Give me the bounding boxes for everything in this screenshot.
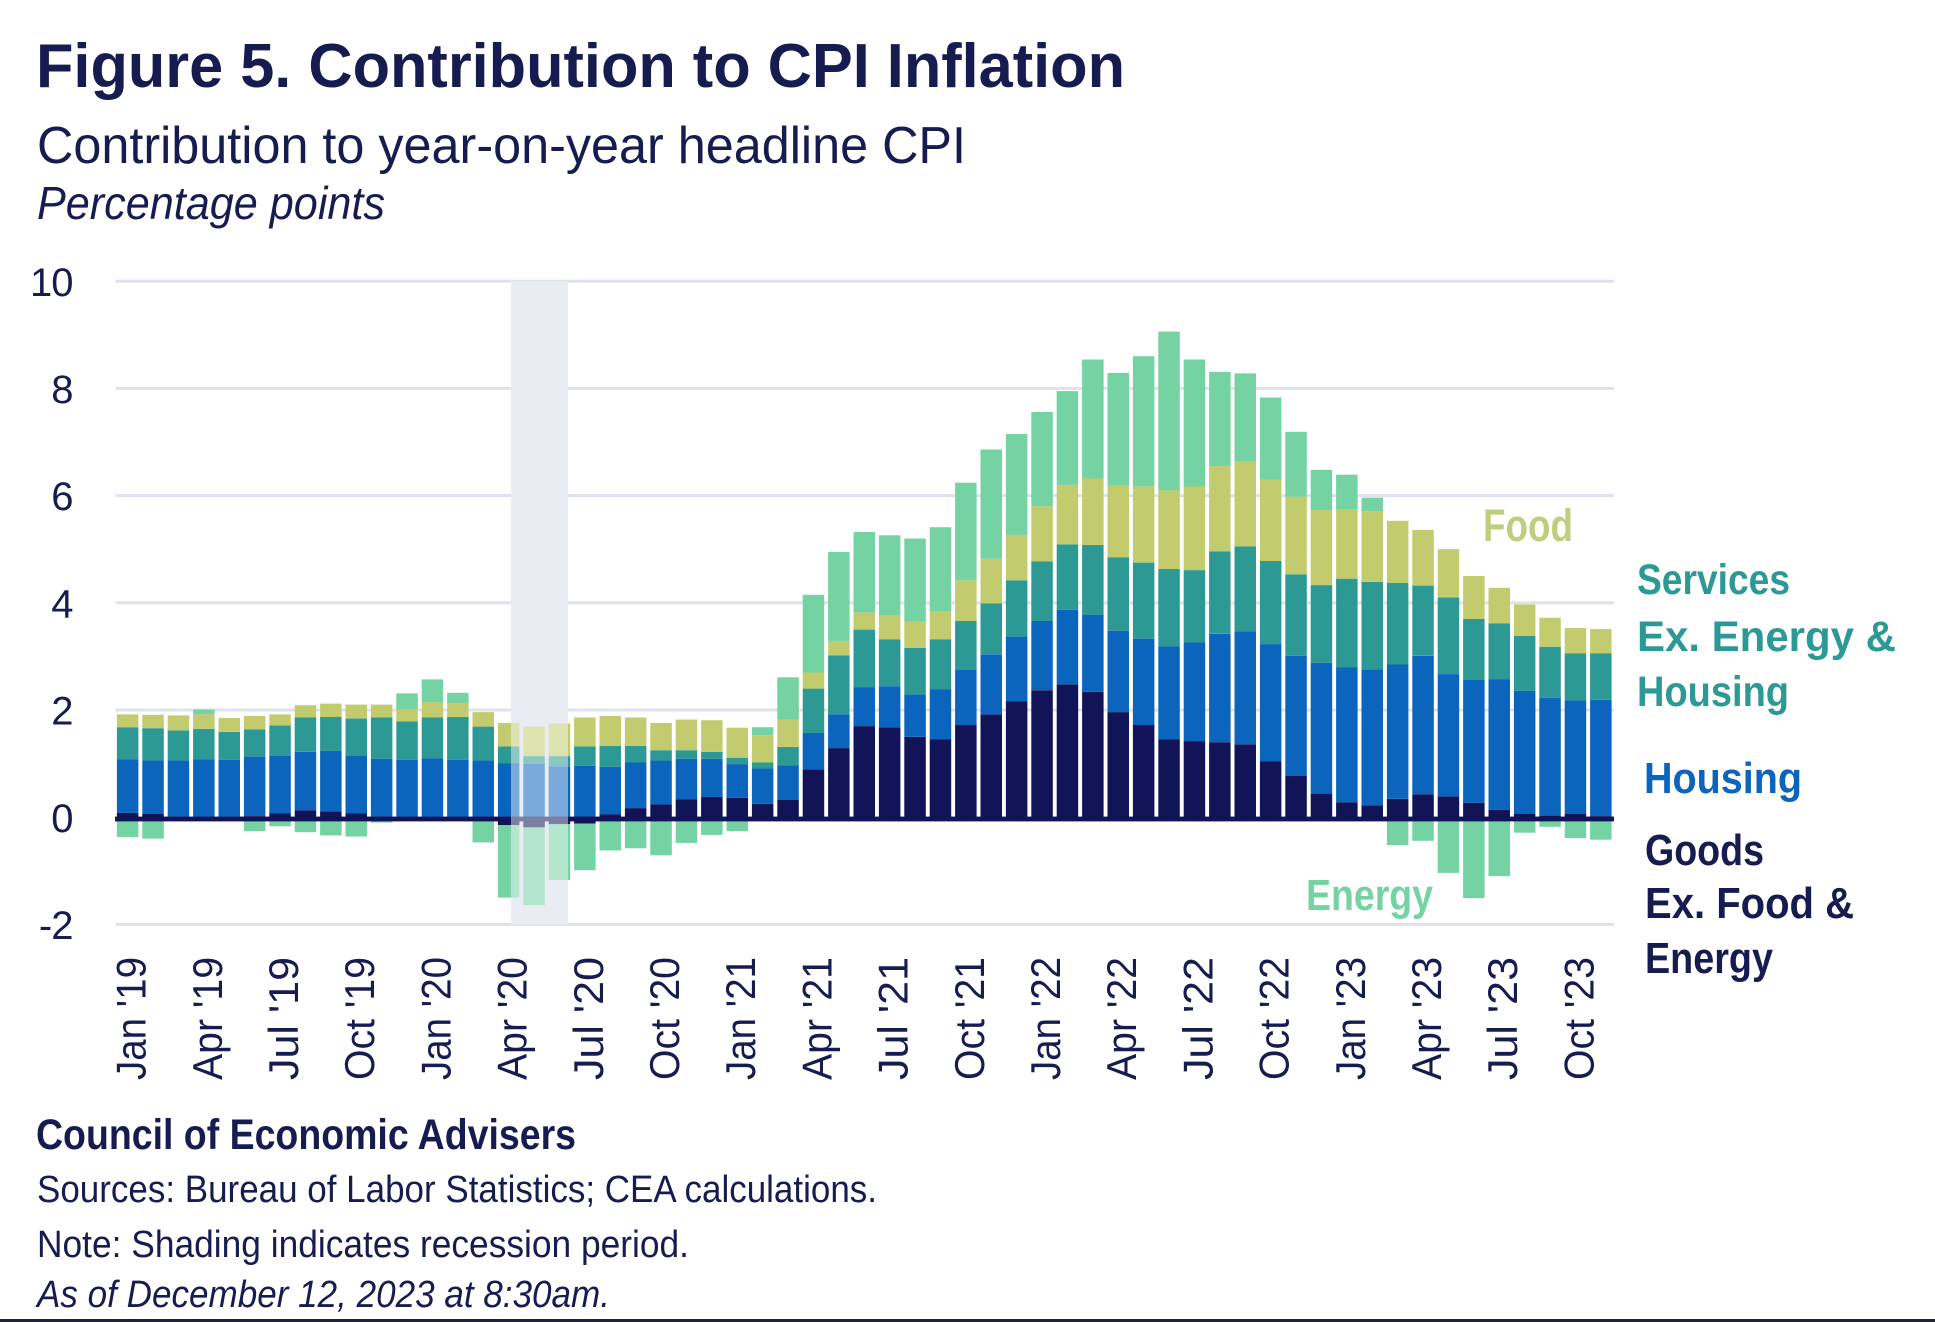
svg-text:Jan '21: Jan '21	[717, 957, 764, 1080]
svg-text:Jan '22: Jan '22	[1022, 957, 1069, 1080]
svg-text:Apr '22: Apr '22	[1098, 957, 1145, 1080]
svg-text:Food: Food	[1483, 500, 1573, 551]
svg-text:Apr '21: Apr '21	[793, 957, 840, 1080]
svg-text:Figure 5. Contribution to CPI: Figure 5. Contribution to CPI Inflation	[36, 32, 1125, 101]
svg-text:Jul '23: Jul '23	[1479, 957, 1526, 1080]
svg-text:Jan '19: Jan '19	[108, 957, 155, 1080]
svg-text:Energy: Energy	[1306, 871, 1433, 920]
svg-text:Oct '21: Oct '21	[946, 957, 993, 1080]
svg-text:Note: Shading indicates recess: Note: Shading indicates recession period…	[37, 1224, 689, 1266]
svg-text:Apr '19: Apr '19	[184, 957, 231, 1080]
svg-text:Apr '23: Apr '23	[1403, 957, 1450, 1080]
svg-text:Ex. Energy &: Ex. Energy &	[1637, 613, 1896, 661]
svg-text:Oct '23: Oct '23	[1556, 957, 1603, 1080]
svg-text:4: 4	[51, 582, 73, 626]
svg-text:-2: -2	[39, 904, 73, 948]
svg-text:8: 8	[51, 368, 72, 412]
svg-text:Sources: Bureau of Labor Stati: Sources: Bureau of Labor Statistics; CEA…	[37, 1169, 877, 1211]
svg-text:Council of Economic Advisers: Council of Economic Advisers	[36, 1111, 576, 1159]
svg-text:Goods: Goods	[1645, 826, 1764, 875]
svg-text:Jan '20: Jan '20	[412, 957, 459, 1080]
svg-text:Oct '20: Oct '20	[641, 957, 688, 1080]
svg-text:10: 10	[30, 261, 73, 305]
svg-text:Jul '21: Jul '21	[870, 957, 917, 1080]
svg-text:0: 0	[51, 797, 72, 841]
svg-text:6: 6	[51, 475, 72, 519]
svg-text:2: 2	[51, 690, 72, 734]
svg-text:Jan '23: Jan '23	[1327, 957, 1374, 1080]
svg-text:Jul '22: Jul '22	[1175, 957, 1222, 1080]
svg-text:Apr '20: Apr '20	[489, 957, 536, 1080]
svg-text:Contribution to year-on-year h: Contribution to year-on-year headline CP…	[37, 117, 966, 175]
svg-text:Energy: Energy	[1645, 934, 1773, 983]
svg-text:Jul '20: Jul '20	[565, 957, 612, 1080]
svg-text:Ex. Food &: Ex. Food &	[1645, 879, 1854, 928]
svg-text:As of December 12, 2023 at 8:3: As of December 12, 2023 at 8:30am.	[35, 1274, 610, 1316]
svg-text:Housing: Housing	[1637, 668, 1789, 716]
svg-text:Oct '19: Oct '19	[336, 957, 383, 1080]
svg-text:Housing: Housing	[1644, 754, 1802, 803]
svg-text:Services: Services	[1637, 556, 1790, 604]
svg-text:Oct '22: Oct '22	[1251, 957, 1298, 1080]
svg-text:Percentage points: Percentage points	[37, 177, 385, 229]
svg-text:Jul '19: Jul '19	[260, 957, 307, 1080]
